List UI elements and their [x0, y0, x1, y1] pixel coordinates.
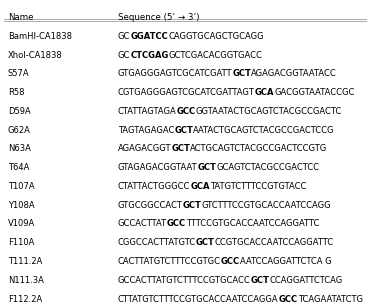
Text: GCT: GCT — [183, 201, 202, 210]
Text: GCTCGACACGGTGACC: GCTCGACACGGTGACC — [169, 51, 263, 60]
Text: T111.2A: T111.2A — [8, 257, 43, 266]
Text: V109A: V109A — [8, 220, 35, 228]
Text: GTAGAGACGGTAAT: GTAGAGACGGTAAT — [118, 163, 198, 172]
Text: N111.3A: N111.3A — [8, 276, 44, 285]
Text: AATACTGCAGTCTACGCCGACTCCG: AATACTGCAGTCTACGCCGACTCCG — [193, 126, 335, 135]
Text: GCA: GCA — [191, 182, 210, 191]
Text: CGGCCACTTATGTC: CGGCCACTTATGTC — [118, 238, 196, 247]
Text: GTGAGGGAGTCGCATCGATT: GTGAGGGAGTCGCATCGATT — [118, 70, 232, 78]
Text: Name: Name — [8, 13, 34, 22]
Text: CGTGAGGGAGTCGCATCGATTAGТ: CGTGAGGGAGTCGCATCGATTAGТ — [118, 88, 255, 97]
Text: ACTGCAGTCTACGCCGACTCCGTG: ACTGCAGTCTACGCCGACTCCGTG — [191, 145, 327, 153]
Text: GC: GC — [118, 32, 130, 41]
Text: G62A: G62A — [8, 126, 31, 135]
Text: GCC: GCC — [279, 295, 298, 303]
Text: F110A: F110A — [8, 238, 34, 247]
Text: GCC: GCC — [221, 257, 240, 266]
Text: F112.2A: F112.2A — [8, 295, 42, 303]
Text: GCCACTTATGTCTTTCCGTGCACC: GCCACTTATGTCTTTCCGTGCACC — [118, 276, 251, 285]
Text: TAGTAGAGAC: TAGTAGAGAC — [118, 126, 174, 135]
Text: CTCGAG: CTCGAG — [130, 51, 169, 60]
Text: GGATCC: GGATCC — [130, 32, 168, 41]
Text: TATGTCTTTCCGTGTACC: TATGTCTTTCCGTGTACC — [210, 182, 306, 191]
Text: CAGGTGCAGCTGCAGG: CAGGTGCAGCTGCAGG — [168, 32, 264, 41]
Text: GCT: GCT — [198, 163, 216, 172]
Text: T107A: T107A — [8, 182, 35, 191]
Text: BamHI-CA1838: BamHI-CA1838 — [8, 32, 72, 41]
Text: S57A: S57A — [8, 70, 30, 78]
Text: GTCTTTCCGTGCACCAATCCAGG: GTCTTTCCGTGCACCAATCCAGG — [202, 201, 332, 210]
Text: N63A: N63A — [8, 145, 31, 153]
Text: AGAGACGGT: AGAGACGGT — [118, 145, 172, 153]
Text: GCCACTTAT: GCCACTTAT — [118, 220, 167, 228]
Text: GTGCGGCCACT: GTGCGGCCACT — [118, 201, 183, 210]
Text: GCAGTCTACGCCGACTCC: GCAGTCTACGCCGACTCC — [216, 163, 320, 172]
Text: GCT: GCT — [196, 238, 215, 247]
Text: TTTCCGTGCACCAATCCAGGATTC: TTTCCGTGCACCAATCCAGGATTC — [186, 220, 320, 228]
Text: AGAGACGGTAATACC: AGAGACGGTAATACC — [251, 70, 337, 78]
Text: AATCCAGGATTCTCA G: AATCCAGGATTCTCA G — [240, 257, 332, 266]
Text: GCC: GCC — [167, 220, 186, 228]
Text: XhoI-CA1838: XhoI-CA1838 — [8, 51, 63, 60]
Text: CCGTGCACCAATCCAGGATTC: CCGTGCACCAATCCAGGATTC — [215, 238, 334, 247]
Text: GCC: GCC — [177, 107, 196, 116]
Text: T64A: T64A — [8, 163, 29, 172]
Text: GACGGTAATACCGC: GACGGTAATACCGC — [275, 88, 355, 97]
Text: GCT: GCT — [232, 70, 251, 78]
Text: GCT: GCT — [172, 145, 191, 153]
Text: Y108A: Y108A — [8, 201, 35, 210]
Text: GCT: GCT — [251, 276, 270, 285]
Text: GCA: GCA — [255, 88, 275, 97]
Text: GGTAATACTGCAGTCTACGCCGACTC: GGTAATACTGCAGTCTACGCCGACTC — [196, 107, 342, 116]
Text: CTATTAGTAGA: CTATTAGTAGA — [118, 107, 177, 116]
Text: R58: R58 — [8, 88, 24, 97]
Text: D59A: D59A — [8, 107, 31, 116]
Text: GCT: GCT — [174, 126, 193, 135]
Text: CACTTATGTCTTTCCGTGC: CACTTATGTCTTTCCGTGC — [118, 257, 221, 266]
Text: Sequence (5’ → 3’): Sequence (5’ → 3’) — [118, 13, 199, 22]
Text: CCAGGATTCTCAG: CCAGGATTCTCAG — [270, 276, 343, 285]
Text: GC: GC — [118, 51, 130, 60]
Text: TCAGAATATCTG: TCAGAATATCTG — [298, 295, 363, 303]
Text: CTTATGTCTTTCCGTGCACCAATCCAGGA: CTTATGTCTTTCCGTGCACCAATCCAGGA — [118, 295, 279, 303]
Text: CTATTACTGGGCC: CTATTACTGGGCC — [118, 182, 191, 191]
